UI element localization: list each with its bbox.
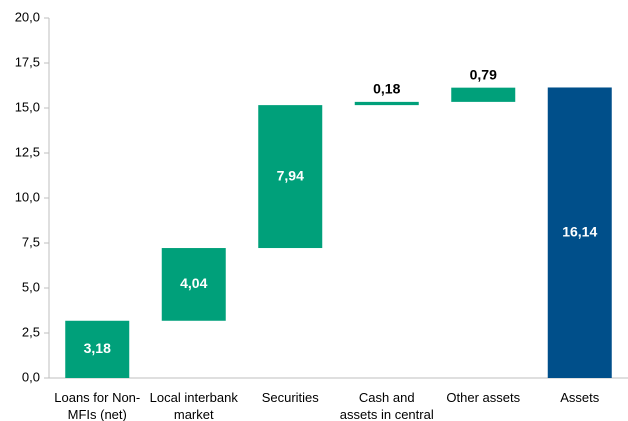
bar [451, 87, 516, 102]
data-label: 0,18 [373, 81, 400, 97]
y-tick-label: 20,0 [15, 9, 40, 24]
data-label: 7,94 [277, 167, 304, 183]
y-tick-label: 0,0 [22, 369, 40, 384]
y-tick-label: 2,5 [22, 324, 40, 339]
bar [161, 248, 226, 321]
y-tick-label: 17,5 [15, 54, 40, 69]
x-tick-label: Securities [261, 390, 319, 405]
x-tick-label: Other assets [446, 390, 521, 405]
x-tick-label: Assets [560, 390, 600, 405]
bar [65, 320, 130, 378]
y-tick-label: 15,0 [15, 99, 40, 114]
data-label: 3,18 [84, 340, 111, 356]
bar [258, 105, 323, 249]
x-tick-label: Loans for Non-MFIs (net) [54, 390, 141, 421]
data-label: 16,14 [562, 223, 597, 239]
y-tick-label: 12,5 [15, 144, 40, 159]
x-tick-label: Local interbank market [149, 390, 238, 421]
y-tick-label: 5,0 [22, 279, 40, 294]
y-tick-label: 10,0 [15, 189, 40, 204]
data-label: 4,04 [180, 275, 207, 291]
bar [547, 87, 612, 378]
bar [354, 101, 419, 106]
data-label: 0,79 [470, 66, 497, 82]
x-tick-label: Cash and assets in central bank [339, 390, 434, 421]
y-tick-label: 7,5 [22, 234, 40, 249]
